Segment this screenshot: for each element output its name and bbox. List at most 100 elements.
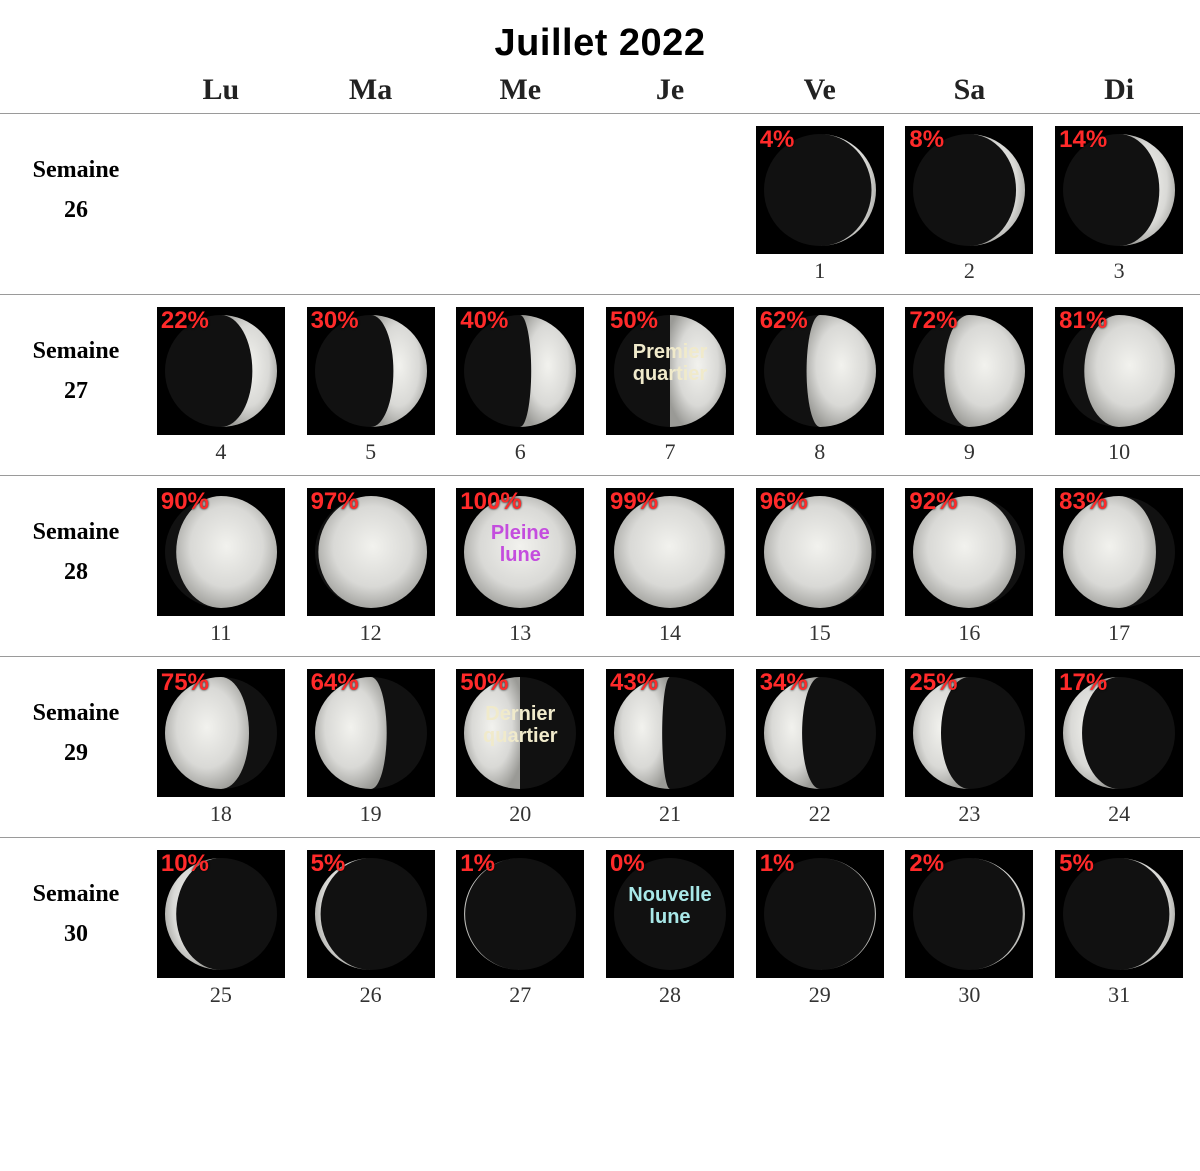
calendar-cell: 81%10 (1044, 307, 1194, 465)
day-number: 2 (964, 258, 975, 284)
illumination-percent: 25% (909, 671, 957, 695)
day-number: 25 (210, 982, 232, 1008)
calendar-cell (445, 126, 595, 254)
moon-phase-icon: 96% (756, 488, 884, 616)
moon-phase-icon: 97% (307, 488, 435, 616)
calendar-cell: 10% 25 (146, 850, 296, 1008)
moon-phase-icon: 90% (157, 488, 285, 616)
calendar-cell: 72%9 (895, 307, 1045, 465)
day-header-ve: Ve (745, 73, 895, 107)
day-header-di: Di (1044, 73, 1194, 107)
day-header-sa: Sa (895, 73, 1045, 107)
moon-phase-icon: 99% (606, 488, 734, 616)
calendar-cell: 62%8 (745, 307, 895, 465)
day-number: 12 (360, 620, 382, 646)
moon-phase-icon: 43% (606, 669, 734, 797)
moon-phase-icon: 22% (157, 307, 285, 435)
day-number: 26 (360, 982, 382, 1008)
day-number: 18 (210, 801, 232, 827)
moon-phase-icon: 83% (1055, 488, 1183, 616)
calendar-cell: 5%31 (1044, 850, 1194, 1008)
illumination-percent: 50% (460, 671, 508, 695)
illumination-percent: 72% (909, 309, 957, 333)
moon-phase-icon: 5% (307, 850, 435, 978)
calendar-cell: 100%Pleine lune13 (445, 488, 595, 646)
calendar-cell: 8% 2 (895, 126, 1045, 284)
moon-phase-icon: 17% (1055, 669, 1183, 797)
moon-phase-icon: 5% (1055, 850, 1183, 978)
calendar-cell: 90%11 (146, 488, 296, 646)
moon-phase-icon: 14% (1055, 126, 1183, 254)
week-label: Semaine 27 (6, 307, 146, 408)
calendar-cell: 4%1 (745, 126, 895, 284)
illumination-percent: 62% (760, 309, 808, 333)
calendar-cell: 83%17 (1044, 488, 1194, 646)
week-word: Semaine (6, 697, 146, 729)
illumination-percent: 75% (161, 671, 209, 695)
calendar-cell: 2%30 (895, 850, 1045, 1008)
day-number: 30 (958, 982, 980, 1008)
day-number: 22 (809, 801, 831, 827)
moon-phase-icon: 100%Pleine lune (456, 488, 584, 616)
day-number: 4 (215, 439, 226, 465)
week-label: Semaine30 (6, 850, 146, 951)
week-label: Semaine26 (6, 126, 146, 227)
illumination-percent: 34% (760, 671, 808, 695)
calendar-cell: 99% 14 (595, 488, 745, 646)
week-word: Semaine (6, 516, 146, 548)
illumination-percent: 10% (161, 852, 209, 876)
week-row: Semaine30 10% 25 5% 26 (0, 837, 1200, 1018)
week-row: Semaine26 4%1 8%2 (0, 113, 1200, 294)
illumination-percent: 30% (311, 309, 359, 333)
calendar-cell: 0%Nouvelle lune28 (595, 850, 745, 1008)
calendar-cell (146, 126, 296, 254)
calendar-cell: 75% 18 (146, 669, 296, 827)
moon-calendar: LuMaMeJeVeSaDi Semaine26 4%1 8%2 (0, 73, 1200, 1018)
day-header-ma: Ma (296, 73, 446, 107)
illumination-percent: 96% (760, 490, 808, 514)
illumination-percent: 8% (909, 128, 944, 152)
calendar-cell: 64%19 (296, 669, 446, 827)
week-number: 27 (6, 375, 146, 407)
day-number: 16 (958, 620, 980, 646)
day-number: 10 (1108, 439, 1130, 465)
day-number: 7 (664, 439, 675, 465)
calendar-cell: 96% 15 (745, 488, 895, 646)
day-number: 11 (210, 620, 231, 646)
day-header-lu: Lu (146, 73, 296, 107)
day-number: 27 (509, 982, 531, 1008)
day-header-row: LuMaMeJeVeSaDi (0, 73, 1200, 113)
calendar-cell: 22%4 (146, 307, 296, 465)
moon-phase-icon: 30% (307, 307, 435, 435)
calendar-cell (296, 126, 446, 254)
day-number: 28 (659, 982, 681, 1008)
illumination-percent: 40% (460, 309, 508, 333)
illumination-percent: 0% (610, 852, 645, 876)
day-number: 15 (809, 620, 831, 646)
moon-phase-icon: 34% (756, 669, 884, 797)
day-number: 1 (814, 258, 825, 284)
calendar-cell: 14%3 (1044, 126, 1194, 284)
calendar-cell: 25%23 (895, 669, 1045, 827)
week-word: Semaine (6, 335, 146, 367)
calendar-cell: 1% 27 (445, 850, 595, 1008)
day-number: 24 (1108, 801, 1130, 827)
illumination-percent: 97% (311, 490, 359, 514)
illumination-percent: 14% (1059, 128, 1107, 152)
calendar-cell: 17%24 (1044, 669, 1194, 827)
week-number: 29 (6, 737, 146, 769)
calendar-cell: 50%Dernier quartier20 (445, 669, 595, 827)
illumination-percent: 99% (610, 490, 658, 514)
week-row: Semaine27 22%4 30%5 (0, 294, 1200, 475)
illumination-percent: 1% (460, 852, 495, 876)
week-label: Semaine28 (6, 488, 146, 589)
moon-phase-icon: 40% (456, 307, 584, 435)
illumination-percent: 92% (909, 490, 957, 514)
day-header-je: Je (595, 73, 745, 107)
day-number: 14 (659, 620, 681, 646)
moon-phase-icon: 72% (905, 307, 1033, 435)
moon-phase-icon: 4% (756, 126, 884, 254)
day-number: 21 (659, 801, 681, 827)
week-row: Semaine 29 75% 18 64%19 (0, 656, 1200, 837)
moon-phase-icon: 50%Premier quartier (606, 307, 734, 435)
